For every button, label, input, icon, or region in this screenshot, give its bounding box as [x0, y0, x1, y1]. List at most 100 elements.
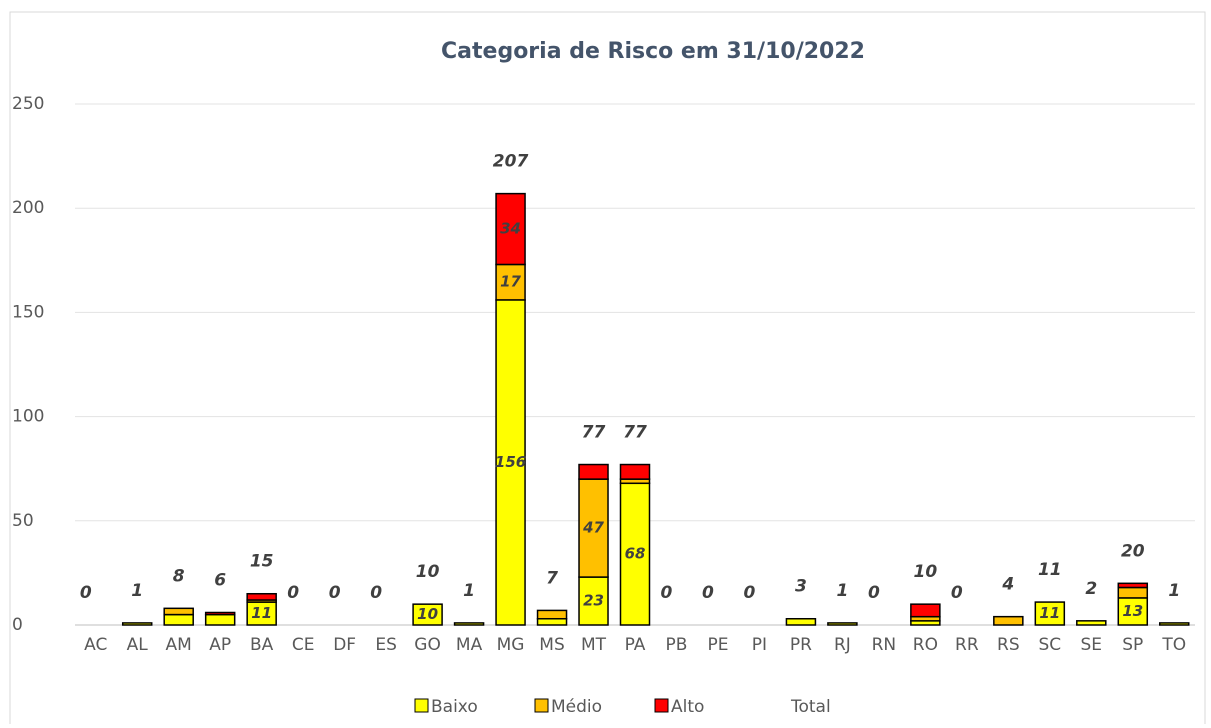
bar-segment [453, 622, 485, 626]
legend-swatch [534, 698, 549, 713]
bar-segment [993, 615, 1024, 626]
total-label: 6 [214, 570, 226, 590]
total-label: 0 [329, 583, 341, 603]
x-tick-label: AP [209, 635, 231, 655]
bar-segment [163, 607, 194, 616]
x-tick-label: GO [414, 635, 441, 655]
total-label: 4 [1001, 575, 1014, 595]
segment-label: 34 [500, 220, 521, 238]
x-tick-label: AL [127, 635, 149, 655]
total-label: 77 [623, 423, 647, 443]
y-tick-label: 250 [12, 94, 44, 114]
x-tick-label: PB [666, 635, 688, 655]
legend-label: Alto [671, 697, 704, 717]
bar-segment [121, 622, 153, 626]
bar-segment [1117, 597, 1149, 626]
total-label: 0 [80, 583, 92, 603]
x-tick-label: TO [1161, 635, 1186, 655]
x-tick-label: MA [456, 635, 483, 655]
total-label: 10 [914, 562, 938, 582]
bar-segment [1076, 620, 1107, 626]
total-label: 0 [744, 583, 756, 603]
x-tick-label: RO [913, 635, 938, 655]
y-tick-label: 50 [12, 511, 34, 531]
total-label: 0 [951, 583, 963, 603]
segment-label: 47 [582, 519, 604, 537]
bar-segment [910, 603, 941, 618]
bar-segment [412, 603, 443, 626]
segment-label: 156 [495, 453, 526, 471]
total-label: 1 [836, 581, 848, 601]
x-tick-label: CE [292, 635, 315, 655]
bar-segment [578, 478, 609, 578]
bar-segment [1034, 601, 1066, 626]
x-tick-label: PR [790, 635, 812, 655]
total-label: 0 [287, 583, 299, 603]
x-tick-label: MT [581, 635, 607, 655]
total-label: 1 [131, 581, 143, 601]
bar-segment [495, 192, 526, 266]
total-label: 0 [370, 583, 382, 603]
bar-segment [163, 613, 194, 626]
chart-title: Categoria de Risco em 31/10/2022 [441, 39, 865, 64]
total-label: 20 [1121, 541, 1145, 561]
segment-label: 13 [1122, 602, 1143, 620]
total-label: 2 [1085, 579, 1097, 599]
legend-swatch [414, 698, 429, 713]
x-tick-label: MG [497, 635, 525, 655]
segment-label: 68 [625, 545, 646, 563]
legend-label: Total [790, 697, 831, 717]
segment-label: 17 [500, 273, 521, 291]
x-tick-label: ES [375, 635, 397, 655]
x-tick-label: MS [539, 635, 564, 655]
x-tick-label: PE [707, 635, 728, 655]
bar-segment [1117, 586, 1149, 599]
bar-segment [578, 463, 609, 480]
total-label: 0 [702, 583, 714, 603]
y-tick-label: 0 [12, 615, 23, 635]
y-tick-label: 100 [12, 407, 44, 427]
x-tick-label: PA [625, 635, 646, 655]
total-label: 15 [250, 552, 274, 572]
legend-label: Médio [551, 697, 602, 717]
x-tick-label: AM [166, 635, 192, 655]
x-tick-label: SC [1038, 635, 1061, 655]
x-tick-label: SP [1122, 635, 1143, 655]
bar-segment [246, 592, 277, 601]
legend-swatch [654, 698, 669, 713]
segment-label: 10 [417, 605, 438, 623]
bar-segment [536, 617, 568, 626]
total-label: 7 [546, 568, 558, 588]
segment-label: 11 [251, 604, 272, 622]
bar-segment [619, 482, 651, 626]
bar-segment [536, 609, 568, 620]
total-label: 11 [1038, 560, 1062, 580]
total-label: 10 [416, 562, 440, 582]
total-label: 1 [1168, 581, 1180, 601]
x-tick-label: SE [1081, 635, 1103, 655]
bar-segment [204, 613, 236, 626]
total-label: 77 [582, 423, 606, 443]
bar-segment [619, 463, 651, 480]
x-tick-label: AC [84, 635, 107, 655]
segment-label: 11 [1039, 604, 1060, 622]
total-label: 8 [173, 566, 185, 586]
bar-segment [204, 611, 236, 616]
x-tick-label: RJ [834, 635, 851, 655]
y-tick-label: 150 [12, 302, 44, 322]
bar-segment [827, 622, 858, 626]
y-tick-label: 200 [12, 198, 44, 218]
total-label: 207 [493, 152, 529, 172]
legend-label: Baixo [431, 697, 478, 717]
x-tick-label: PI [752, 635, 767, 655]
total-label: 1 [463, 581, 475, 601]
x-tick-label: BA [250, 635, 274, 655]
bar-segment [1159, 622, 1190, 626]
total-label: 0 [661, 583, 673, 603]
bar-segment [785, 617, 817, 626]
total-label: 0 [868, 583, 880, 603]
x-tick-label: RN [872, 635, 897, 655]
x-tick-label: DF [333, 635, 356, 655]
bar-segment [1117, 582, 1149, 589]
